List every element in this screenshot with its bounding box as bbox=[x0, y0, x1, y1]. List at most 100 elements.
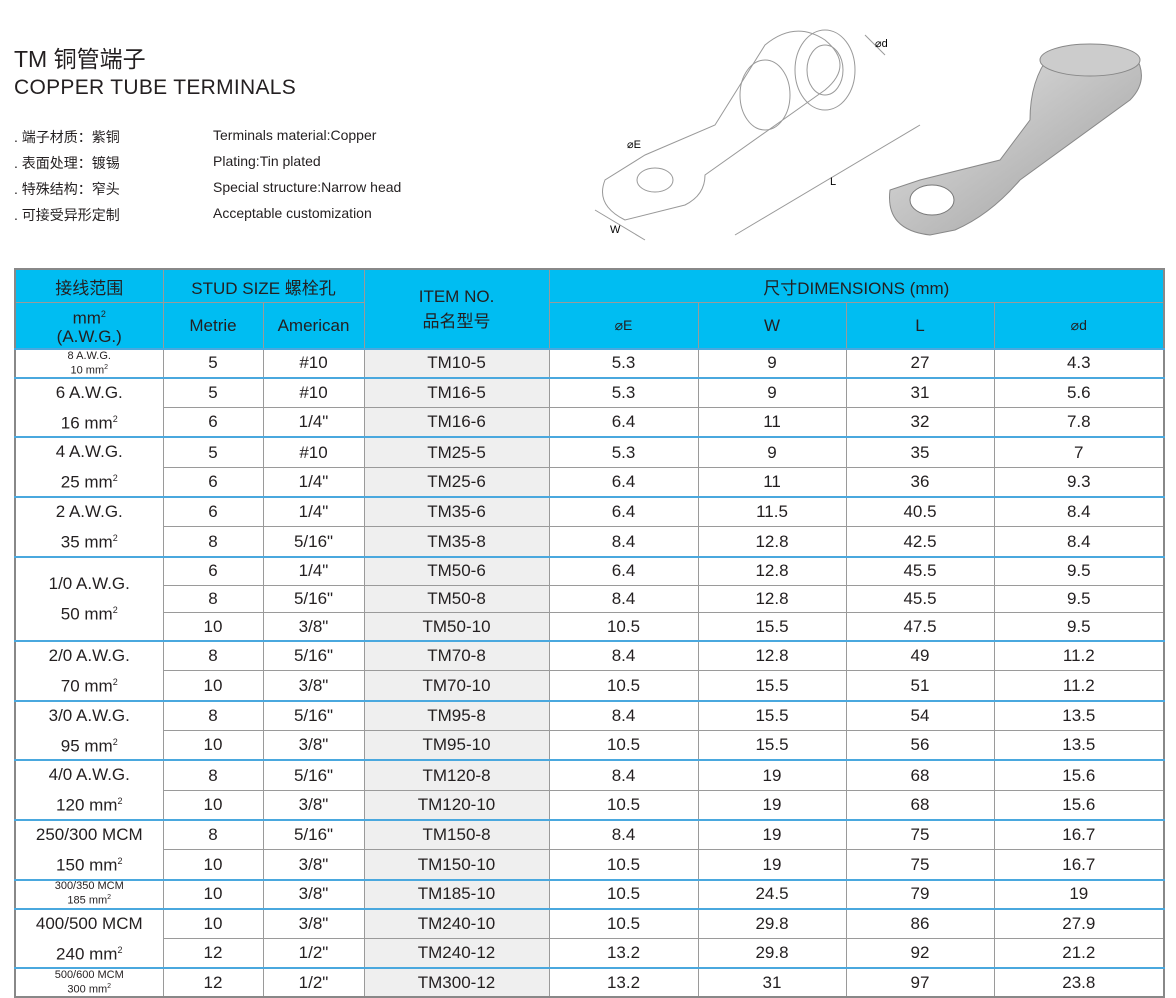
cell-item-no: TM35-8 bbox=[363, 526, 550, 558]
cell-d: 27.9 bbox=[993, 907, 1165, 939]
cell-e: 10.5 bbox=[548, 849, 699, 881]
header-range: 接线范围 bbox=[14, 268, 164, 303]
cell-item-no: TM50-10 bbox=[363, 612, 550, 642]
cell-american: 5/16" bbox=[262, 526, 365, 558]
label-l: L bbox=[830, 176, 836, 188]
cell-d: 11.2 bbox=[993, 640, 1165, 672]
cell-american: 3/8" bbox=[262, 612, 365, 642]
cell-american: 3/8" bbox=[262, 789, 365, 821]
table-row: 6 1/4" TM25-6 6.4 11 36 9.3 bbox=[15, 466, 1165, 498]
cell-metric: 8 bbox=[162, 759, 264, 791]
cell-e: 10.5 bbox=[548, 730, 699, 761]
cell-metric: 10 bbox=[162, 907, 264, 939]
cell-metric: 5 bbox=[162, 436, 264, 468]
cell-e: 6.4 bbox=[548, 466, 699, 498]
cell-w: 19 bbox=[697, 759, 847, 791]
cell-d: 9.5 bbox=[993, 612, 1165, 642]
cell-e: 8.4 bbox=[548, 819, 699, 851]
cell-e: 10.5 bbox=[548, 670, 699, 702]
cell-w: 31 bbox=[697, 967, 847, 998]
cell-l: 54 bbox=[845, 699, 995, 732]
cell-d: 4.3 bbox=[993, 348, 1165, 379]
cell-d: 16.7 bbox=[993, 849, 1165, 881]
cell-metric: 6 bbox=[162, 496, 264, 528]
wire-range-cell: 300/350 MCM 185 mm2 bbox=[14, 878, 164, 910]
table-row: 4/0 A.W.G. 120 mm2 8 5/16" TM120-8 8.4 19 68 15.… bbox=[14, 759, 1165, 821]
wire-range-cell: 6 A.W.G. 16 mm2 bbox=[14, 376, 164, 438]
spec-label: . 特殊结构：窄头 bbox=[14, 181, 120, 197]
cell-metric: 10 bbox=[162, 849, 264, 881]
table-row: 6 A.W.G. 16 mm2 5 #10 TM16-5 5.3 9 31 5.6 bbox=[14, 376, 1165, 438]
cell-w: 9 bbox=[697, 436, 847, 468]
cell-american: 3/8" bbox=[262, 907, 365, 939]
cell-l: 49 bbox=[845, 640, 995, 672]
cell-e: 8.4 bbox=[548, 759, 699, 791]
wire-range-cell: 4/0 A.W.G. 120 mm2 bbox=[14, 759, 164, 821]
cell-w: 19 bbox=[697, 789, 847, 821]
cell-american: 1/4" bbox=[262, 466, 365, 498]
cell-item-no: TM150-10 bbox=[363, 849, 550, 881]
cell-l: 36 bbox=[845, 466, 995, 498]
cell-w: 15.5 bbox=[697, 612, 847, 642]
header-metric: Metrie bbox=[162, 302, 264, 350]
cell-metric: 10 bbox=[162, 730, 264, 761]
table-row: 300/350 MCM 185 mm2 10 3/8" TM185-10 10.5 24.5… bbox=[14, 878, 1165, 910]
cell-e: 13.2 bbox=[548, 967, 699, 998]
table-row: 250/300 MCM 150 mm2 8 5/16" TM150-8 8.4 19 75 16… bbox=[14, 819, 1165, 881]
cell-item-no: TM35-6 bbox=[363, 496, 550, 528]
cell-w: 12.8 bbox=[697, 555, 847, 586]
cell-item-no: TM70-10 bbox=[363, 670, 550, 702]
cell-metric: 10 bbox=[162, 670, 264, 702]
cell-metric: 8 bbox=[162, 819, 264, 851]
wire-range-cell: 2/0 A.W.G. 70 mm2 bbox=[14, 640, 164, 702]
table-row: 4 A.W.G. 25 mm2 5 #10 TM25-5 5.3 9 35 7 bbox=[14, 436, 1165, 498]
cell-american: 5/16" bbox=[262, 699, 365, 732]
cell-metric: 8 bbox=[162, 640, 264, 672]
label-d: ⌀d bbox=[875, 38, 888, 50]
wire-range-cell: 250/300 MCM 150 mm2 bbox=[14, 819, 164, 881]
cell-metric: 6 bbox=[162, 555, 264, 586]
table-row: 10 3/8" TM50-10 10.5 15.5 47.5 9.5 bbox=[15, 612, 1165, 642]
cell-w: 19 bbox=[697, 819, 847, 851]
cell-american: 1/4" bbox=[262, 496, 365, 528]
cell-e: 5.3 bbox=[548, 376, 699, 409]
wire-range-cell: 1/0 A.W.G. 50 mm2 bbox=[14, 555, 164, 642]
cell-l: 97 bbox=[845, 967, 995, 998]
cell-d: 15.6 bbox=[993, 789, 1165, 821]
table-row: 1/0 A.W.G. 50 mm2 6 1/4" TM50-6 6.4 12.8 45.5 9.… bbox=[14, 555, 1165, 642]
table-row: 10 3/8" TM95-10 10.5 15.5 56 13.5 bbox=[15, 730, 1165, 761]
cell-l: 45.5 bbox=[845, 555, 995, 586]
table-row: 10 3/8" TM120-10 10.5 19 68 15.6 bbox=[15, 789, 1165, 821]
cell-item-no: TM150-8 bbox=[363, 819, 550, 851]
cell-metric: 8 bbox=[162, 526, 264, 558]
cell-l: 86 bbox=[845, 907, 995, 939]
table-row: 8 5/16" TM50-8 8.4 12.8 45.5 9.5 bbox=[15, 584, 1165, 614]
cell-l: 47.5 bbox=[845, 612, 995, 642]
cell-metric: 12 bbox=[162, 967, 264, 998]
cell-american: 3/8" bbox=[262, 730, 365, 761]
table-row: 12 1/2" TM240-12 13.2 29.8 92 21.2 bbox=[15, 937, 1165, 969]
cell-w: 29.8 bbox=[697, 937, 847, 969]
cell-item-no: TM240-12 bbox=[363, 937, 550, 969]
cell-l: 75 bbox=[845, 819, 995, 851]
cell-item-no: TM10-5 bbox=[363, 348, 550, 379]
cell-american: 3/8" bbox=[262, 849, 365, 881]
spec-label: . 端子材质：紫铜 bbox=[14, 129, 120, 145]
header-d: ⌀d bbox=[993, 302, 1165, 350]
cell-item-no: TM95-8 bbox=[363, 699, 550, 732]
cell-metric: 5 bbox=[162, 348, 264, 379]
cell-l: 32 bbox=[845, 407, 995, 438]
cell-metric: 5 bbox=[162, 376, 264, 409]
cell-item-no: TM300-12 bbox=[363, 967, 550, 998]
cell-l: 79 bbox=[845, 878, 995, 910]
cell-d: 7 bbox=[993, 436, 1165, 468]
cell-e: 10.5 bbox=[548, 612, 699, 642]
cell-e: 8.4 bbox=[548, 640, 699, 672]
cell-d: 11.2 bbox=[993, 670, 1165, 702]
cell-w: 11 bbox=[697, 407, 847, 438]
cell-item-no: TM25-6 bbox=[363, 466, 550, 498]
cell-l: 51 bbox=[845, 670, 995, 702]
cell-l: 92 bbox=[845, 937, 995, 969]
cell-item-no: TM240-10 bbox=[363, 907, 550, 939]
cell-d: 19 bbox=[993, 878, 1165, 910]
